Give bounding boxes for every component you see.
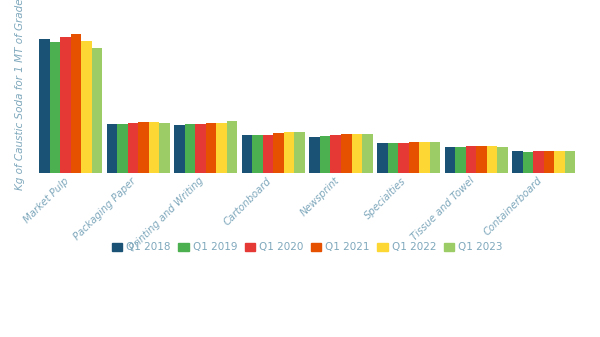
Bar bbox=[242, 135, 253, 173]
Bar bbox=[362, 134, 373, 173]
Bar bbox=[185, 124, 196, 173]
Bar bbox=[149, 122, 159, 173]
Bar bbox=[523, 152, 533, 173]
Bar bbox=[39, 39, 50, 173]
Bar bbox=[377, 143, 388, 173]
Bar bbox=[455, 147, 466, 173]
Bar bbox=[554, 151, 565, 173]
Bar bbox=[284, 132, 295, 173]
Bar bbox=[512, 151, 523, 173]
Bar bbox=[81, 40, 92, 173]
Bar bbox=[544, 151, 554, 173]
Bar bbox=[310, 137, 320, 173]
Y-axis label: Kg of Caustic Soda for 1 MT of Grade: Kg of Caustic Soda for 1 MT of Grade bbox=[15, 0, 25, 190]
Bar bbox=[263, 135, 274, 173]
Bar bbox=[128, 123, 138, 173]
Bar bbox=[419, 142, 430, 173]
Bar bbox=[217, 123, 227, 173]
Bar bbox=[60, 37, 71, 173]
Bar bbox=[341, 134, 352, 173]
Bar bbox=[533, 151, 544, 173]
Bar bbox=[159, 123, 170, 173]
Bar bbox=[352, 134, 362, 173]
Bar bbox=[92, 48, 102, 173]
Bar bbox=[565, 151, 575, 173]
Bar bbox=[466, 146, 476, 173]
Bar bbox=[320, 136, 331, 173]
Bar bbox=[253, 135, 263, 173]
Bar bbox=[331, 134, 341, 173]
Bar bbox=[476, 146, 487, 173]
Bar bbox=[430, 143, 440, 173]
Bar bbox=[50, 42, 60, 173]
Bar bbox=[138, 122, 149, 173]
Bar bbox=[295, 131, 305, 173]
Bar bbox=[107, 124, 117, 173]
Bar bbox=[388, 143, 398, 173]
Bar bbox=[497, 147, 508, 173]
Bar bbox=[398, 143, 409, 173]
Bar bbox=[227, 121, 238, 173]
Bar bbox=[175, 125, 185, 173]
Bar bbox=[117, 124, 128, 173]
Bar bbox=[445, 147, 455, 173]
Legend: Q1 2018, Q1 2019, Q1 2020, Q1 2021, Q1 2022, Q1 2023: Q1 2018, Q1 2019, Q1 2020, Q1 2021, Q1 2… bbox=[107, 238, 507, 256]
Bar bbox=[196, 124, 206, 173]
Bar bbox=[487, 146, 497, 173]
Bar bbox=[409, 142, 419, 173]
Bar bbox=[274, 133, 284, 173]
Bar bbox=[71, 34, 81, 173]
Bar bbox=[206, 123, 217, 173]
